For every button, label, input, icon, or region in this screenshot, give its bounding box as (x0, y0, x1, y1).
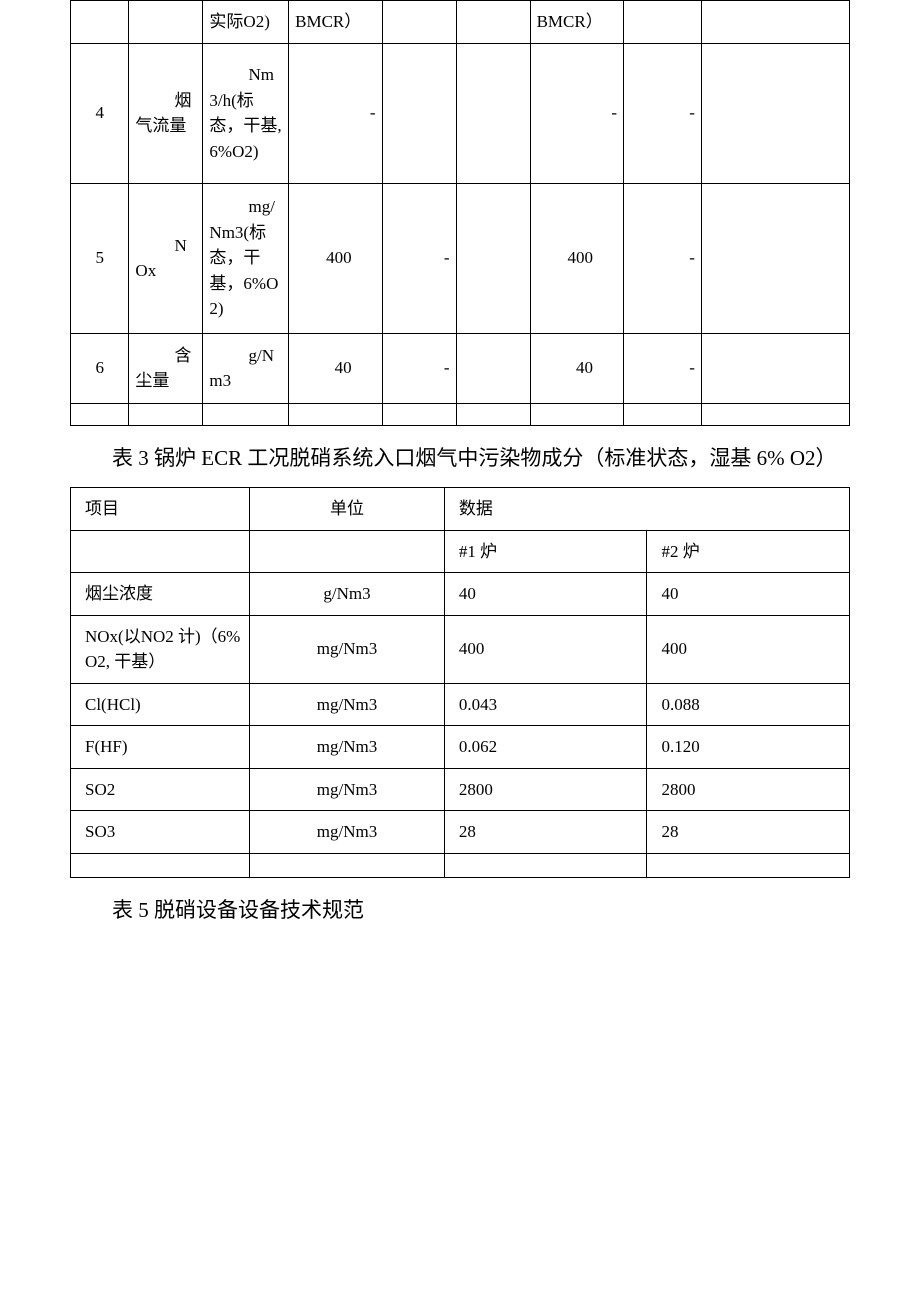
cell (129, 1, 203, 44)
cell (71, 853, 250, 877)
cell: 烟尘浓度 (71, 573, 250, 616)
cell: 2800 (444, 768, 647, 811)
cell: Nm3/h(标态，干基, 6%O2) (203, 43, 289, 183)
cell (456, 333, 530, 403)
cell (71, 1, 129, 44)
cell: - (624, 183, 702, 333)
cell: 0.043 (444, 683, 647, 726)
cell: 烟气流量 (129, 43, 203, 183)
table-row: 烟尘浓度 g/Nm3 40 40 (71, 573, 850, 616)
cell (250, 853, 445, 877)
cell (129, 403, 203, 425)
cell: - (624, 333, 702, 403)
cell (701, 43, 849, 183)
cell: 6 (71, 333, 129, 403)
table-row: #1 炉 #2 炉 (71, 530, 850, 573)
cell (456, 1, 530, 44)
cell: Cl(HCl) (71, 683, 250, 726)
cell (456, 403, 530, 425)
cell (71, 403, 129, 425)
table-row: 实际O2) BMCR） BMCR） (71, 1, 850, 44)
cell (624, 1, 702, 44)
table-row: Cl(HCl) mg/Nm3 0.043 0.088 (71, 683, 850, 726)
cell: #2 炉 (647, 530, 850, 573)
table-row: 4 烟气流量 Nm3/h(标态，干基, 6%O2) - - - (71, 43, 850, 183)
cell: BMCR） (530, 1, 623, 44)
cell: 28 (647, 811, 850, 854)
cell: - (382, 333, 456, 403)
cell: 400 (647, 615, 850, 683)
cell: SO3 (71, 811, 250, 854)
cell (203, 403, 289, 425)
cell: 40 (530, 333, 623, 403)
cell: 实际O2) (203, 1, 289, 44)
cell: 400 (444, 615, 647, 683)
cell: mg/Nm3 (250, 726, 445, 769)
cell: g/Nm3 (250, 573, 445, 616)
cell: 2800 (647, 768, 850, 811)
cell: NOx(以NO2 计)（6%O2, 干基） (71, 615, 250, 683)
cell (701, 403, 849, 425)
cell: 40 (444, 573, 647, 616)
table-row: SO3 mg/Nm3 28 28 (71, 811, 850, 854)
cell (624, 403, 702, 425)
cell: NOx (129, 183, 203, 333)
cell (530, 403, 623, 425)
cell (289, 403, 382, 425)
cell: 5 (71, 183, 129, 333)
cell: mg/Nm3 (250, 811, 445, 854)
table5-caption: 表 5 脱硝设备设备技术规范 (70, 894, 850, 928)
cell (701, 333, 849, 403)
cell (444, 853, 647, 877)
cell: - (624, 43, 702, 183)
cell: 28 (444, 811, 647, 854)
cell: 40 (647, 573, 850, 616)
table-row (71, 853, 850, 877)
cell: mg/Nm3 (250, 615, 445, 683)
table-row (71, 403, 850, 425)
table-row: SO2 mg/Nm3 2800 2800 (71, 768, 850, 811)
cell: g/Nm3 (203, 333, 289, 403)
cell (456, 183, 530, 333)
cell (701, 183, 849, 333)
cell: mg/Nm3 (250, 768, 445, 811)
cell: 0.062 (444, 726, 647, 769)
cell: F(HF) (71, 726, 250, 769)
table-row: 5 NOx mg/Nm3(标态，干基，6%O2) 400 - 400 - (71, 183, 850, 333)
table3-caption: 表 3 锅炉 ECR 工况脱硝系统入口烟气中污染物成分（标准状态，湿基 6% O… (70, 442, 850, 476)
cell: 0.088 (647, 683, 850, 726)
table-flue-gas-params: 实际O2) BMCR） BMCR） 4 烟气流量 Nm3/h(标态，干基, 6%… (70, 0, 850, 426)
cell: 400 (289, 183, 382, 333)
table-pollutant-composition: 项目 单位 数据 #1 炉 #2 炉 烟尘浓度 g/Nm3 40 40 NOx(… (70, 487, 850, 878)
cell (250, 530, 445, 573)
cell: 400 (530, 183, 623, 333)
cell: mg/Nm3(标态，干基，6%O2) (203, 183, 289, 333)
cell (71, 530, 250, 573)
cell-header: 单位 (250, 488, 445, 531)
cell (456, 43, 530, 183)
cell (647, 853, 850, 877)
cell (701, 1, 849, 44)
cell: mg/Nm3 (250, 683, 445, 726)
cell: 0.120 (647, 726, 850, 769)
cell (382, 43, 456, 183)
table-row: NOx(以NO2 计)（6%O2, 干基） mg/Nm3 400 400 (71, 615, 850, 683)
cell: - (530, 43, 623, 183)
cell: BMCR） (289, 1, 382, 44)
table-row: 项目 单位 数据 (71, 488, 850, 531)
cell: - (289, 43, 382, 183)
cell: - (382, 183, 456, 333)
cell: SO2 (71, 768, 250, 811)
cell-header: 数据 (444, 488, 849, 531)
table-row: 6 含尘量 g/Nm3 40 - 40 - (71, 333, 850, 403)
cell (382, 1, 456, 44)
cell: 4 (71, 43, 129, 183)
cell: 含尘量 (129, 333, 203, 403)
cell: 40 (289, 333, 382, 403)
cell-header: 项目 (71, 488, 250, 531)
cell (382, 403, 456, 425)
cell: #1 炉 (444, 530, 647, 573)
table-row: F(HF) mg/Nm3 0.062 0.120 (71, 726, 850, 769)
